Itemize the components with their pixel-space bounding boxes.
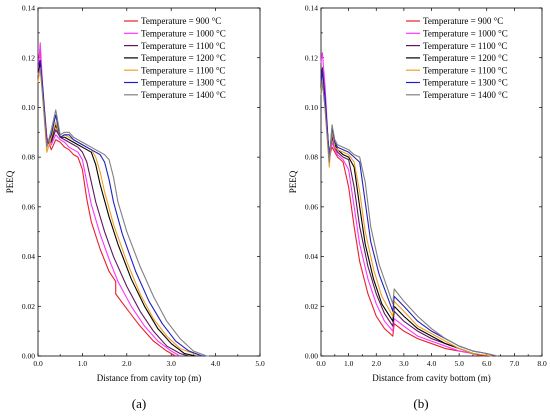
x-tick-label: 1.0 [344,359,354,368]
x-tick-label: 8.0 [537,359,547,368]
legend-label: Temperature = 1300 °C [423,78,508,88]
series-line-5 [37,67,203,357]
x-tick-label: 1.0 [78,359,88,368]
x-tick-label: 4.0 [427,359,437,368]
x-axis-label: Distance from cavity bottom (m) [372,373,490,383]
series-line-7 [320,82,498,357]
y-axis-label: PEEQ [288,170,298,193]
x-tick-label: 6.0 [482,359,492,368]
series-line-3 [37,62,190,357]
y-tick-label: 0.00 [22,352,35,361]
legend-label: Temperature = 1200 °C [141,53,226,63]
y-axis-label: PEEQ [5,170,15,193]
y-tick-label: 0.10 [22,103,35,112]
series-line-1 [37,47,176,357]
x-tick-label: 7.0 [510,359,520,368]
series-line-6 [320,69,496,357]
x-axis-label: Distance from cavity top (m) [97,373,201,383]
legend-label: Temperature = 900 °C [141,16,221,26]
series-line-4 [37,62,196,357]
y-tick-label: 0.02 [305,302,318,311]
x-tick-label: 5.0 [454,359,464,368]
legend-label: Temperature = 1100 °C [423,65,507,75]
panel-caption: (b) [413,396,428,411]
y-tick-label: 0.10 [305,103,318,112]
x-tick-label: 5.0 [255,359,265,368]
legend-label: Temperature = 1400 °C [141,90,226,100]
y-tick-label: 0.08 [22,153,35,162]
legend-label: Temperature = 1100 °C [141,41,225,51]
x-tick-label: 2.0 [122,359,132,368]
legend-label: Temperature = 1000 °C [141,29,226,39]
y-tick-label: 0.08 [305,153,318,162]
y-tick-label: 0.06 [22,202,35,211]
legend-label: Temperature = 1300 °C [141,78,226,88]
y-tick-label: 0.06 [305,202,318,211]
x-tick-label: 4.0 [211,359,221,368]
legend-label: Temperature = 1200 °C [423,53,508,63]
y-tick-label: 0.04 [305,252,318,261]
series-line-6 [37,59,207,357]
chart-panel-a: 0.0 1.0 2.0 3.0 4.0 5.0 0.00 0.02 0.04 0.06 0.08 0.… [5,4,265,411]
x-tick-label: 3.0 [167,359,177,368]
y-tick-label: 0.02 [22,302,35,311]
y-tick-label: 0.12 [22,53,35,62]
panel-caption: (a) [132,396,146,411]
series-line-5 [320,77,493,357]
y-tick-label: 0.14 [22,4,35,13]
series-line-7 [37,67,209,357]
series-line-3 [320,67,487,357]
y-tick-label: 0.04 [22,252,35,261]
chart-panel-b: 0.0 1.0 2.0 3.0 4.0 5.0 6.0 7.0 8.0 0.00 0.02 0.04 0… [288,4,547,411]
x-tick-label: 2.0 [372,359,382,368]
legend-label: Temperature = 1400 °C [423,90,508,100]
x-tick-label: 0.0 [33,359,43,368]
y-tick-label: 0.12 [305,53,318,62]
x-tick-label: 3.0 [399,359,409,368]
legend-label: Temperature = 900 °C [423,16,503,26]
legend-label: Temperature = 1100 °C [423,41,507,51]
x-tick-label: 0.0 [316,359,326,368]
legend-label: Temperature = 1100 °C [141,65,225,75]
y-tick-label: 0.14 [305,4,318,13]
legend-label: Temperature = 1000 °C [423,29,508,39]
y-tick-label: 0.00 [305,352,318,361]
